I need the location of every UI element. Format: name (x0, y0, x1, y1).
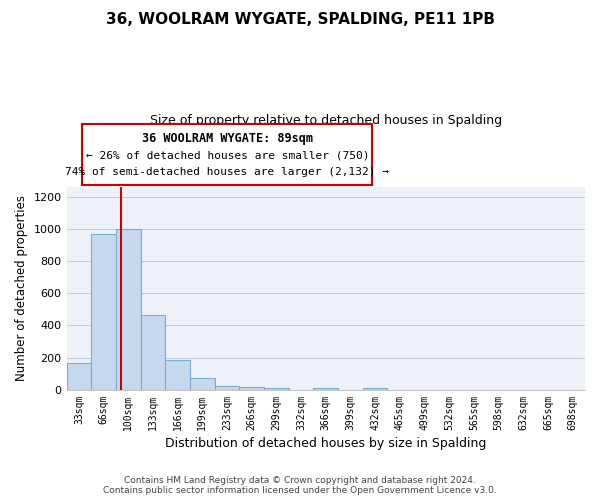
Bar (264, 388, 289, 390)
Bar (215, 386, 239, 390)
Bar (91, 234, 116, 390)
Y-axis label: Number of detached properties: Number of detached properties (15, 196, 28, 382)
Bar (239, 387, 264, 390)
Text: ← 26% of detached houses are smaller (750): ← 26% of detached houses are smaller (75… (86, 150, 369, 160)
Bar (190, 378, 215, 390)
Title: Size of property relative to detached houses in Spalding: Size of property relative to detached ho… (150, 114, 502, 128)
Text: 36, WOOLRAM WYGATE, SPALDING, PE11 1PB: 36, WOOLRAM WYGATE, SPALDING, PE11 1PB (106, 12, 494, 28)
FancyBboxPatch shape (82, 124, 373, 185)
Text: 74% of semi-detached houses are larger (2,132) →: 74% of semi-detached houses are larger (… (65, 166, 389, 176)
X-axis label: Distribution of detached houses by size in Spalding: Distribution of detached houses by size … (165, 437, 487, 450)
Bar (363, 388, 388, 390)
Text: Contains HM Land Registry data © Crown copyright and database right 2024.
Contai: Contains HM Land Registry data © Crown c… (103, 476, 497, 495)
Text: 36 WOOLRAM WYGATE: 89sqm: 36 WOOLRAM WYGATE: 89sqm (142, 132, 313, 145)
Bar (67, 362, 91, 390)
Bar (313, 388, 338, 390)
Bar (165, 360, 190, 390)
Bar (140, 315, 165, 390)
Bar (116, 229, 140, 390)
